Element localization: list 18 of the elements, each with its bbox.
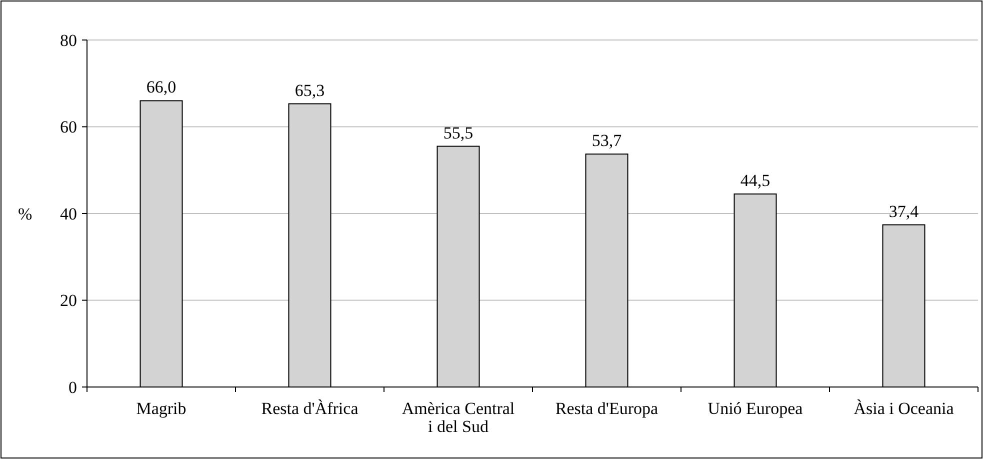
y-tick-label: 60	[60, 118, 77, 137]
data-label: 66,0	[146, 78, 176, 97]
x-tick-label: Resta d'Àfrica	[261, 399, 359, 418]
data-label: 44,5	[740, 170, 770, 190]
y-tick-label: 0	[68, 378, 77, 397]
x-tick-label: Amèrica Central i del Sud	[402, 399, 515, 436]
y-tick-label: 20	[60, 291, 77, 310]
data-label: 65,3	[294, 80, 325, 100]
data-label: 37,4	[888, 202, 920, 221]
x-tick-label: Resta d'Europa	[555, 399, 659, 418]
y-tick-label: 40	[60, 204, 77, 224]
x-tick-label: Unió Europea	[708, 399, 804, 418]
data-label: 53,7	[592, 131, 622, 150]
data-label: 55,5	[443, 123, 474, 142]
y-tick-label: 80	[60, 30, 77, 50]
x-tick-label: Àsia i Oceania	[854, 399, 954, 418]
y-axis-title: %	[18, 204, 32, 224]
x-tick-label: Magrib	[136, 399, 186, 418]
